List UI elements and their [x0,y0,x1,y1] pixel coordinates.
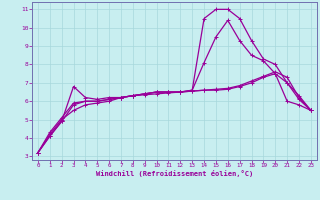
X-axis label: Windchill (Refroidissement éolien,°C): Windchill (Refroidissement éolien,°C) [96,170,253,177]
